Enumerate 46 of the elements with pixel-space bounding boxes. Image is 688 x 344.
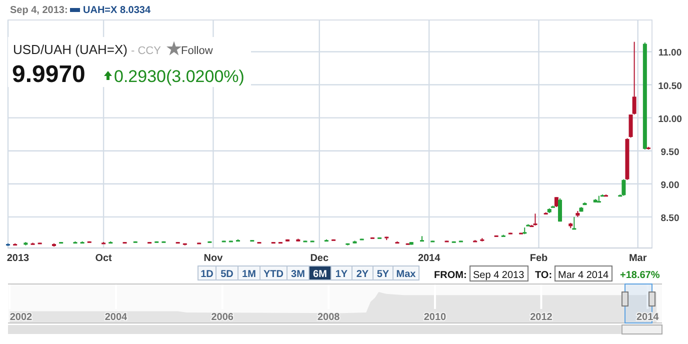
candlestick	[533, 213, 538, 226]
annotation: Follow	[181, 45, 213, 57]
x-tick-label: Mar	[628, 253, 647, 264]
text: 1D	[200, 269, 214, 280]
y-tick-label: 8.50	[660, 212, 680, 224]
x-tick-label: 2008	[317, 312, 340, 323]
x-tick-label: 2012	[530, 312, 553, 323]
text: Mar 4 2014	[558, 270, 610, 281]
text: 5Y	[376, 269, 390, 280]
x-tick-label: 2013	[6, 253, 30, 264]
text: 1M	[242, 269, 256, 280]
y-tick-label: 11.00	[658, 48, 682, 59]
x-tick-label: Dec	[310, 253, 329, 264]
x-tick-label: Feb	[530, 253, 548, 264]
text: UAH=X 8.0334	[83, 5, 151, 16]
y-tick-label: 9.00	[660, 180, 680, 191]
text: TO:	[535, 270, 552, 281]
x-tick-label: Nov	[204, 253, 224, 264]
x-tick-label: Oct	[95, 253, 113, 264]
candlestick	[558, 198, 562, 222]
text: 6M	[313, 269, 327, 280]
x-tick-label: 2002	[10, 312, 33, 323]
annotation: 9.9970	[12, 61, 86, 88]
text: YTD	[264, 269, 284, 280]
candlestick	[572, 216, 576, 230]
y-tick-label: 9.50	[660, 146, 680, 158]
text: FROM:	[434, 270, 467, 281]
y-tick-label: 10.50	[658, 80, 682, 92]
x-tick-label: 2014	[418, 253, 441, 264]
text: 5D	[220, 269, 234, 280]
annotation: USD/UAH (UAH=X)	[13, 42, 128, 57]
annotation: - CCY	[131, 45, 162, 57]
candlestick	[554, 196, 558, 208]
text: 3M	[291, 269, 305, 280]
text: 2Y	[356, 269, 369, 280]
text: Max	[396, 269, 416, 280]
text: +18.67%	[620, 270, 660, 281]
x-tick-label: 2010	[424, 312, 447, 323]
text: Sep 4 2013	[473, 270, 525, 281]
x-tick-label: 2006	[211, 312, 234, 323]
annotation: 0.2930(3.0200%)	[114, 67, 244, 86]
text: Sep 4, 2013:	[10, 5, 68, 16]
candlestick	[622, 178, 626, 196]
text: 1Y	[335, 269, 348, 280]
x-tick-label: 2004	[104, 312, 128, 323]
y-tick-label: 10.00	[658, 114, 682, 125]
